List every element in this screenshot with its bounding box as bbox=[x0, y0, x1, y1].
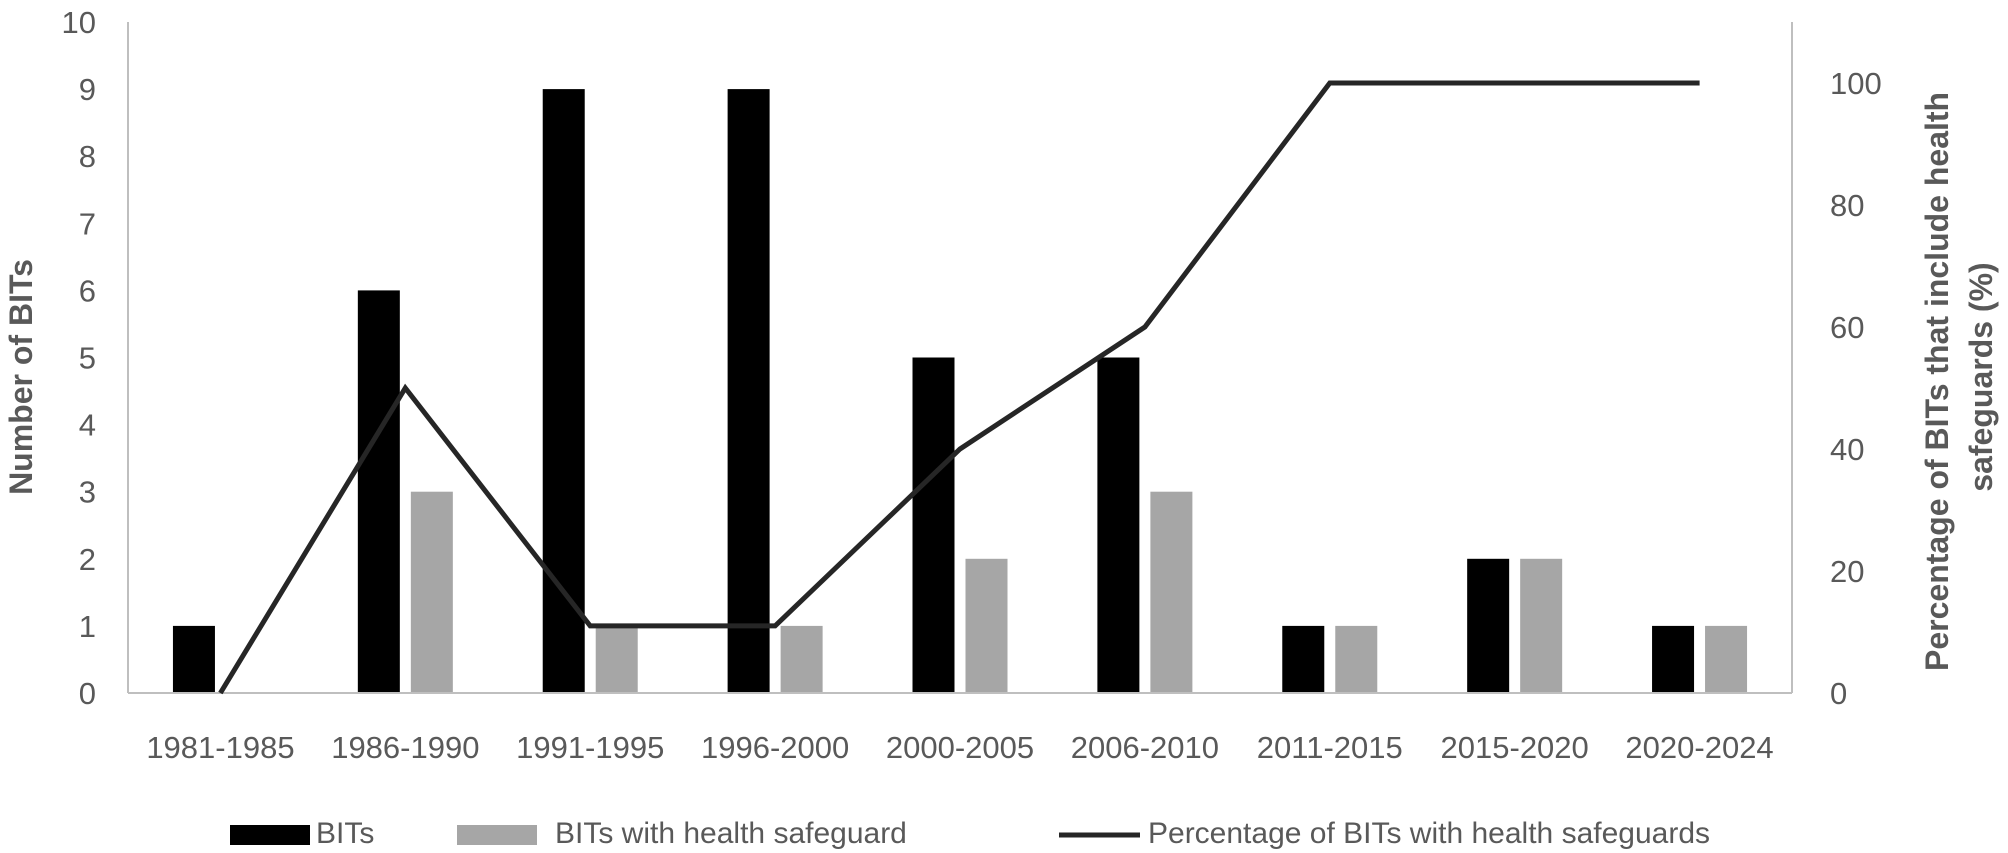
bar-bits-with-health-safeguard bbox=[965, 558, 1008, 693]
y-right-tick-label: 20 bbox=[1830, 554, 1864, 589]
bars bbox=[172, 89, 1748, 694]
y-left-tick-label: 3 bbox=[79, 475, 96, 510]
y-right-axis-title: Percentage of BITs that include health s… bbox=[1919, 83, 1999, 671]
x-tick-label: 2015-2020 bbox=[1441, 730, 1589, 765]
y-left-tick-label: 10 bbox=[62, 5, 96, 40]
bar-bits bbox=[727, 89, 770, 694]
x-tick-label: 2000-2005 bbox=[886, 730, 1034, 765]
bar-bits bbox=[172, 625, 215, 693]
x-tick-label: 1996-2000 bbox=[701, 730, 849, 765]
y-left-tick-label: 0 bbox=[79, 676, 96, 711]
y-left-tick-label: 8 bbox=[79, 139, 96, 174]
y-left-tick-label: 7 bbox=[79, 206, 96, 241]
bar-bits-with-health-safeguard bbox=[1705, 625, 1748, 693]
bar-bits-with-health-safeguard bbox=[1150, 491, 1193, 693]
y-left-tick-labels: 0 1 2 3 4 5 6 7 8 9 10 bbox=[62, 5, 96, 711]
y-left-axis-title: Number of BITs bbox=[3, 259, 39, 495]
bar-bits bbox=[1097, 357, 1140, 693]
legend-swatch-bits-with-health-safeguard bbox=[457, 825, 537, 845]
bar-bits bbox=[542, 89, 585, 694]
bar-bits bbox=[912, 357, 955, 693]
line-series bbox=[218, 80, 1700, 695]
x-tick-label: 2020-2024 bbox=[1625, 730, 1773, 765]
y-left-tick-label: 9 bbox=[79, 72, 96, 107]
bar-bits-with-health-safeguard bbox=[595, 625, 638, 693]
x-tick-label: 1991-1995 bbox=[516, 730, 664, 765]
x-tick-label: 1981-1985 bbox=[146, 730, 294, 765]
y-left-tick-label: 6 bbox=[79, 273, 96, 308]
legend-label-percentage: Percentage of BITs with health safeguard… bbox=[1148, 817, 1710, 850]
y-right-axis-title-line-2: safeguards (%) bbox=[1963, 262, 1999, 491]
y-left-tick-label: 2 bbox=[79, 542, 96, 577]
line-percentage-health-safeguards bbox=[218, 80, 1700, 695]
y-right-tick-label: 60 bbox=[1830, 310, 1864, 345]
y-right-tick-label: 100 bbox=[1830, 66, 1882, 101]
y-right-tick-label: 0 bbox=[1830, 676, 1847, 711]
legend-label-bits: BITs bbox=[316, 817, 374, 850]
y-left-tick-label: 4 bbox=[79, 408, 96, 443]
legend: BITs BITs with health safeguard Percenta… bbox=[230, 817, 1710, 850]
legend-label-bits-with-health-safeguard: BITs with health safeguard bbox=[555, 817, 907, 850]
x-tick-label: 2006-2010 bbox=[1071, 730, 1219, 765]
bar-bits bbox=[1467, 558, 1510, 693]
y-right-tick-label: 80 bbox=[1830, 188, 1864, 223]
bar-bits-with-health-safeguard bbox=[780, 625, 823, 693]
axes bbox=[127, 22, 1793, 694]
x-tick-label: 1986-1990 bbox=[331, 730, 479, 765]
y-right-tick-label: 40 bbox=[1830, 432, 1864, 467]
y-right-axis-title-line-1: Percentage of BITs that include health bbox=[1919, 92, 1955, 671]
y-left-tick-label: 5 bbox=[79, 341, 96, 376]
legend-swatch-bits bbox=[230, 825, 310, 845]
bar-bits bbox=[1652, 625, 1695, 693]
x-tick-label: 2011-2015 bbox=[1257, 730, 1403, 765]
bar-bits-with-health-safeguard bbox=[1335, 625, 1378, 693]
bar-bits bbox=[357, 290, 400, 693]
bar-bits-with-health-safeguard bbox=[410, 491, 453, 693]
y-right-tick-labels: 0 20 40 60 80 100 bbox=[1830, 66, 1882, 711]
bar-bits-with-health-safeguard bbox=[1520, 558, 1563, 693]
y-left-tick-label: 1 bbox=[79, 609, 96, 644]
bar-bits bbox=[1282, 625, 1325, 693]
x-tick-labels: 1981-1985 1986-1990 1991-1995 1996-2000 2000… bbox=[146, 730, 1773, 765]
